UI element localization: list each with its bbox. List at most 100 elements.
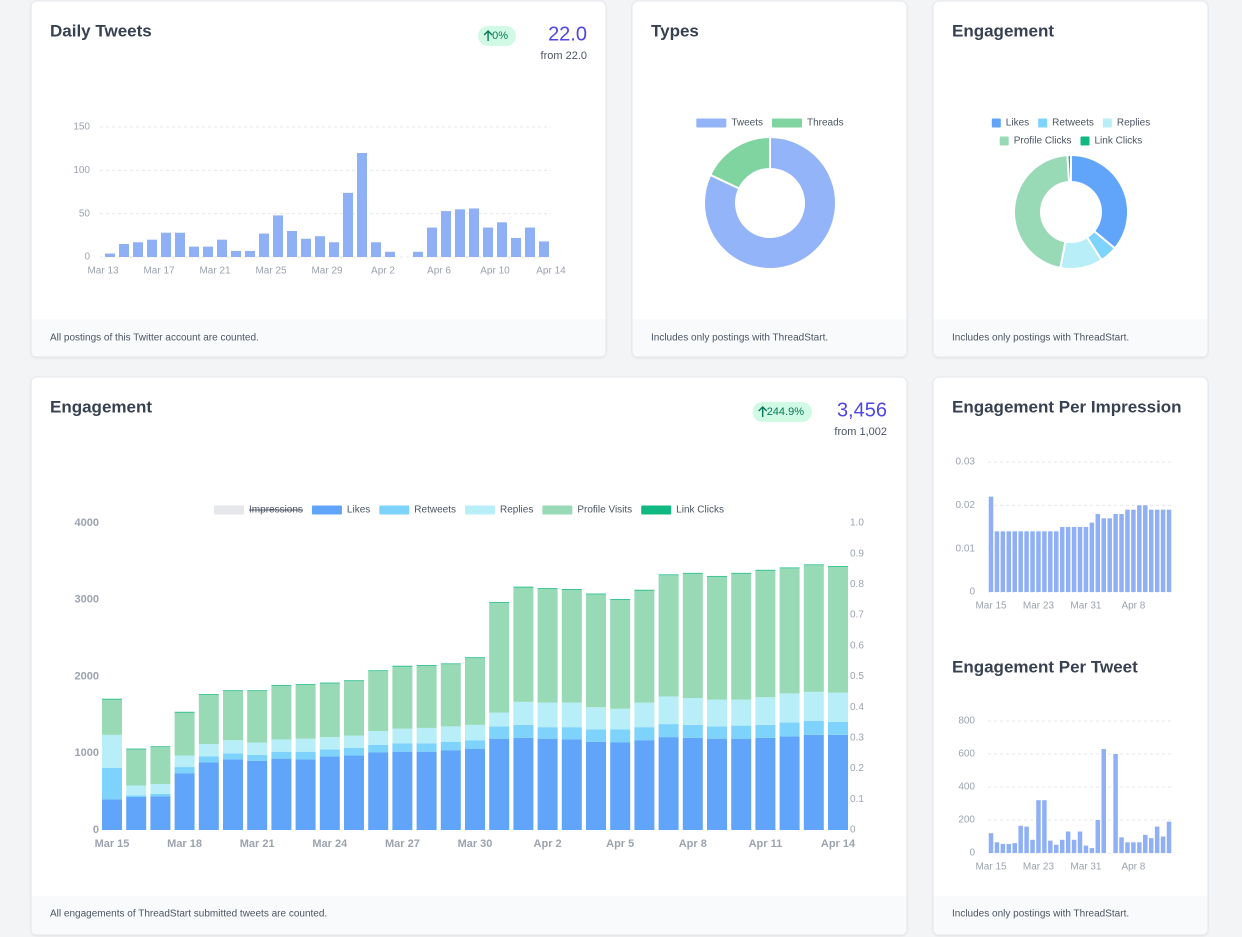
bar-segment: [465, 748, 485, 830]
bar-segment: [828, 721, 848, 735]
x-tick-label: Mar 21: [240, 838, 275, 850]
bar-segment: [537, 588, 558, 590]
bar-segment: [755, 724, 776, 738]
bar-segment: [586, 593, 606, 595]
bar-segment: [198, 694, 219, 745]
card-title: Engagement Per Tweet: [952, 657, 1138, 676]
bar-segment: [561, 702, 582, 728]
bar: [1160, 509, 1166, 592]
bar-segment: [223, 753, 243, 760]
bar: [1160, 836, 1166, 853]
bar: [1119, 837, 1124, 853]
bar: [1125, 842, 1130, 853]
up-arrow: [483, 30, 493, 41]
x-tick-label: Apr 11: [749, 838, 783, 850]
bar-segment: [610, 742, 631, 830]
bar-segment: [489, 602, 510, 603]
bar: [1018, 531, 1023, 592]
bar: [1131, 842, 1136, 853]
bar-segment: [295, 751, 316, 760]
bar-segment: [537, 738, 558, 830]
bar: [483, 227, 493, 257]
bar-segment: [271, 739, 292, 752]
bar: [1131, 509, 1136, 592]
bar-segment: [755, 697, 776, 725]
bar-segment: [223, 690, 243, 692]
bar: [1077, 527, 1083, 592]
bar: [203, 246, 213, 257]
stat-value: 22.0: [548, 23, 587, 45]
legend-swatch: [1038, 118, 1048, 128]
bar-segment: [513, 701, 534, 725]
bar: [539, 241, 549, 257]
legend-label: Profile Clicks: [1014, 136, 1072, 147]
bar-segment: [779, 568, 800, 694]
bar-segment: [102, 698, 122, 700]
bar-segment: [682, 737, 703, 830]
bar-segment: [271, 685, 292, 740]
bar: [1071, 527, 1077, 592]
legend-swatch: [641, 505, 672, 515]
y-tick-label: 0.03: [956, 457, 976, 468]
bar-segment: [561, 727, 582, 740]
bar-segment: [344, 681, 364, 736]
legend-label: Profile Visits: [577, 505, 632, 516]
legend-label: Threads: [807, 118, 844, 129]
x-tick-label: Mar 29: [311, 266, 343, 277]
bar: [1018, 825, 1023, 853]
bar-segment: [174, 767, 195, 774]
x-tick-label: Apr 14: [821, 838, 856, 850]
bar-segment: [247, 690, 268, 692]
bar-segment: [610, 729, 631, 743]
bar: [1030, 531, 1035, 592]
bar-segment: [392, 665, 413, 667]
bar-segment: [803, 565, 824, 692]
bar: [511, 237, 521, 257]
bar: [175, 232, 185, 257]
bar: [427, 227, 437, 257]
change-text: 244.9%: [767, 406, 805, 418]
bar-segment: [537, 727, 558, 739]
bar-segment: [150, 746, 171, 748]
bar-segment: [295, 759, 316, 830]
bar-segment: [416, 664, 437, 666]
bar-segment: [779, 567, 800, 569]
bar: [1024, 826, 1029, 853]
bar-segment: [344, 747, 364, 756]
x-tick-label: Apr 10: [480, 266, 510, 277]
bar: [1000, 843, 1006, 853]
bar: [371, 242, 381, 257]
x-tick-label: Mar 24: [312, 838, 348, 850]
bar-segment: [586, 594, 606, 708]
bar: [217, 239, 227, 257]
bar-segment: [610, 598, 631, 600]
change-text: 0%: [492, 30, 508, 42]
y2-tick-label: 0.6: [850, 640, 864, 651]
legend-swatch: [999, 136, 1009, 146]
y-tick-label: 0.01: [956, 543, 976, 554]
bar-segment: [174, 755, 195, 768]
bar-segment: [126, 795, 147, 797]
stat-note: from 22.0: [541, 50, 587, 62]
bar-segment: [489, 712, 510, 727]
bar: [1048, 840, 1053, 853]
x-tick-label: Apr 8: [1121, 601, 1145, 612]
x-tick-label: Apr 2: [371, 266, 395, 277]
x-tick-label: Mar 31: [1070, 601, 1102, 612]
bar-segment: [779, 736, 800, 830]
legend-swatch: [379, 505, 410, 515]
donut-slice: [1013, 154, 1071, 270]
y-tick-label: 3000: [75, 594, 99, 606]
bar-segment: [707, 576, 727, 700]
bar-segment: [828, 565, 848, 567]
bar: [1077, 831, 1083, 853]
card-footer: [632, 319, 907, 357]
bar: [1101, 749, 1106, 853]
bar: [497, 222, 507, 257]
bar-segment: [416, 665, 437, 728]
legend-label: Tweets: [731, 118, 763, 129]
x-tick-label: Mar 30: [458, 838, 493, 850]
bar-segment: [198, 694, 219, 695]
bar: [315, 236, 325, 257]
bar-segment: [731, 699, 752, 726]
